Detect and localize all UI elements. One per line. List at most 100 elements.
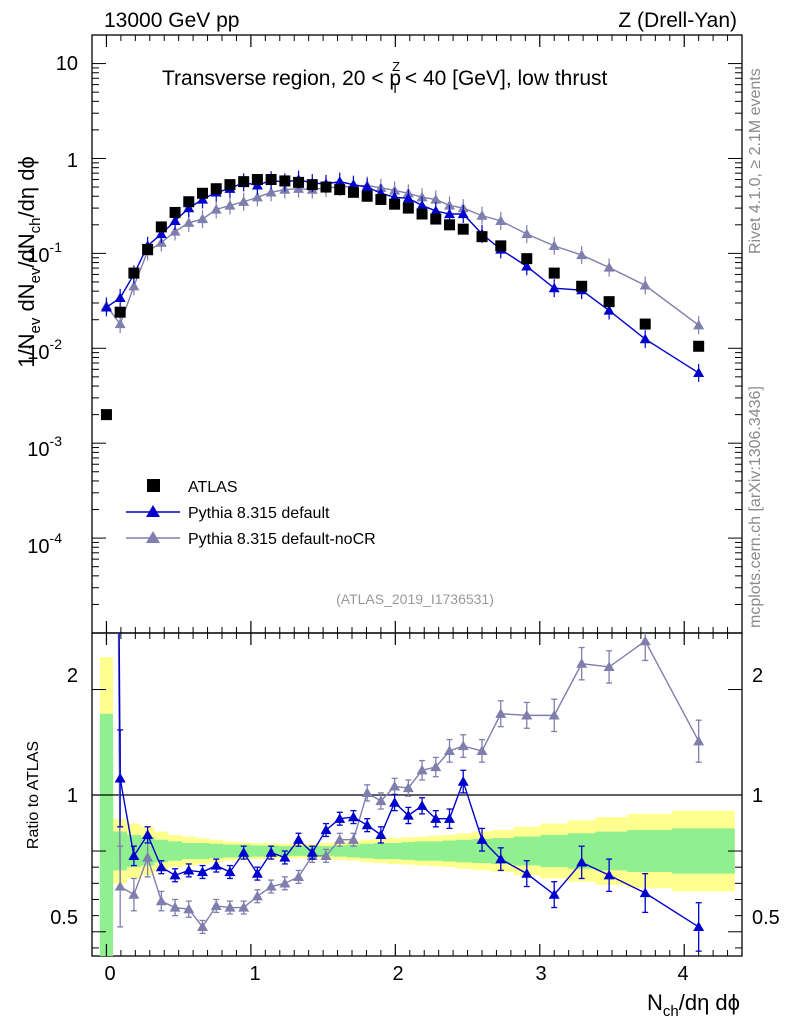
main-point-atlas [416, 208, 428, 220]
ratio-point-default [306, 847, 318, 857]
x-tick-label-1: 1 [249, 963, 260, 985]
ratio-point-nocr [142, 851, 154, 862]
ratio-point-default [197, 866, 208, 877]
legend-marker-nocr [146, 531, 160, 543]
ratio-uncertainty-bands [99, 657, 735, 956]
main-point-nocr [548, 240, 560, 250]
legend-label-nocr: Pythia 8.315 default-noCR [188, 531, 376, 548]
main-point-default [639, 333, 651, 344]
ratio-point-default [142, 829, 154, 839]
ratio-point-default [183, 864, 195, 875]
ratio-point-default [402, 809, 414, 820]
main-point-default [693, 367, 705, 378]
main-point-atlas [521, 253, 533, 265]
main-point-nocr [224, 199, 236, 210]
main-point-nocr [265, 186, 277, 197]
ratio-point-default [265, 847, 277, 857]
y-tick-label-1: 1 [67, 150, 78, 172]
ratio-point-nocr [603, 661, 615, 672]
ratio-point-nocr [375, 795, 387, 806]
x-tick-label-0: 0 [104, 963, 115, 985]
main-line-default [106, 178, 700, 374]
main-point-default [402, 192, 414, 203]
main-point-atlas [306, 179, 318, 191]
ratio-point-nocr [548, 709, 560, 720]
ratio-point-nocr [128, 889, 140, 899]
ratio-point-nocr [476, 745, 488, 756]
main-point-atlas [169, 206, 181, 218]
main-point-nocr [576, 249, 588, 260]
mcplots-reference-label: mcplots.cern.ch [arXiv:1306.3436] [747, 386, 764, 628]
main-point-atlas [457, 223, 469, 235]
ratio-band-inner [99, 713, 735, 956]
main-point-atlas [375, 193, 387, 205]
ratio-point-nocr [693, 735, 705, 746]
main-point-atlas [155, 221, 167, 233]
ratio-point-default [576, 856, 588, 867]
ratio-point-nocr [521, 709, 533, 720]
ratio-point-nocr [389, 780, 401, 791]
main-point-atlas [495, 240, 507, 252]
main-point-atlas [639, 318, 651, 330]
main-point-atlas [361, 190, 373, 202]
ratio-point-default [238, 847, 250, 857]
ratio-point-default [495, 853, 507, 864]
ratio-point-nocr [334, 834, 346, 844]
header-right-label: Z (Drell-Yan) [618, 9, 737, 32]
main-point-atlas [693, 340, 705, 352]
ratio-point-nocr [210, 900, 222, 911]
main-point-atlas [142, 243, 154, 255]
legend-marker-default [146, 505, 160, 517]
ratio-point-nocr [224, 902, 236, 912]
main-panel-data [100, 170, 705, 421]
ratio-point-default [347, 811, 359, 822]
main-point-atlas [197, 187, 208, 199]
main-point-default [603, 305, 615, 315]
main-point-default [361, 181, 373, 192]
main-point-atlas [251, 174, 263, 186]
ratio-point-nocr [183, 903, 195, 914]
ratio-point-default [224, 866, 236, 877]
ratio-point-nocr [293, 871, 305, 881]
ratio-point-default [416, 800, 428, 810]
ratio-point-default [169, 869, 181, 880]
ratio-point-nocr [347, 834, 359, 844]
ratio-y-tick-label-1: 1 [67, 785, 78, 807]
ratio-point-default [334, 813, 346, 823]
main-point-nocr [476, 210, 488, 220]
main-point-atlas [430, 213, 442, 225]
main-point-nocr [639, 279, 651, 290]
y-tick-label-1e-3: 10-3 [27, 433, 62, 461]
ratio-point-default [375, 829, 387, 839]
ratio-point-default [476, 834, 488, 844]
main-point-default [334, 176, 346, 186]
main-point-default [197, 193, 208, 204]
ratio-point-nocr [279, 877, 291, 888]
main-point-atlas [320, 181, 332, 193]
legend-label-atlas: ATLAS [188, 479, 238, 496]
main-point-nocr [128, 280, 140, 291]
main-point-nocr [197, 213, 208, 224]
main-point-atlas [114, 306, 126, 318]
ratio-point-nocr [114, 881, 126, 891]
main-point-default [169, 215, 181, 226]
ratio-point-nocr [320, 850, 332, 860]
ratio-point-default [521, 868, 533, 878]
main-point-nocr [693, 319, 705, 330]
main-point-nocr [169, 226, 181, 236]
ratio-point-default [293, 834, 305, 844]
ratio-point-nocr [361, 787, 373, 798]
main-point-atlas [128, 267, 140, 279]
ratio-point-default [361, 819, 373, 830]
main-point-atlas [210, 183, 222, 195]
ratio-point-default [389, 797, 401, 807]
main-point-default [155, 228, 167, 239]
main-point-default [114, 292, 126, 302]
main-point-nocr [430, 193, 442, 204]
main-point-atlas [389, 198, 401, 210]
ratio-point-nocr [430, 761, 442, 772]
ratio-point-default [430, 813, 442, 823]
ratio-point-nocr [444, 745, 455, 756]
ratio-point-nocr [265, 881, 277, 891]
